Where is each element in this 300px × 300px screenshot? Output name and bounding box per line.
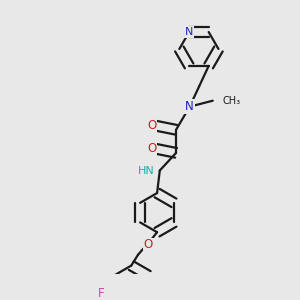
Text: O: O — [147, 119, 156, 132]
Text: O: O — [147, 142, 156, 155]
Text: N: N — [185, 27, 193, 37]
Text: F: F — [98, 287, 104, 300]
Text: CH₃: CH₃ — [222, 96, 240, 106]
Text: N: N — [185, 100, 194, 113]
Text: HN: HN — [138, 166, 154, 176]
Text: O: O — [143, 238, 153, 251]
